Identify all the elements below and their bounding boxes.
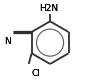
Text: H2N: H2N (39, 4, 58, 13)
Text: Cl: Cl (32, 69, 41, 78)
Text: N: N (4, 36, 11, 46)
Text: H2N: H2N (38, 4, 60, 13)
Text: N: N (4, 36, 11, 46)
Text: N: N (4, 36, 11, 46)
Text: Cl: Cl (32, 69, 41, 78)
Text: Cl: Cl (31, 69, 41, 78)
Text: H2N: H2N (39, 4, 58, 13)
